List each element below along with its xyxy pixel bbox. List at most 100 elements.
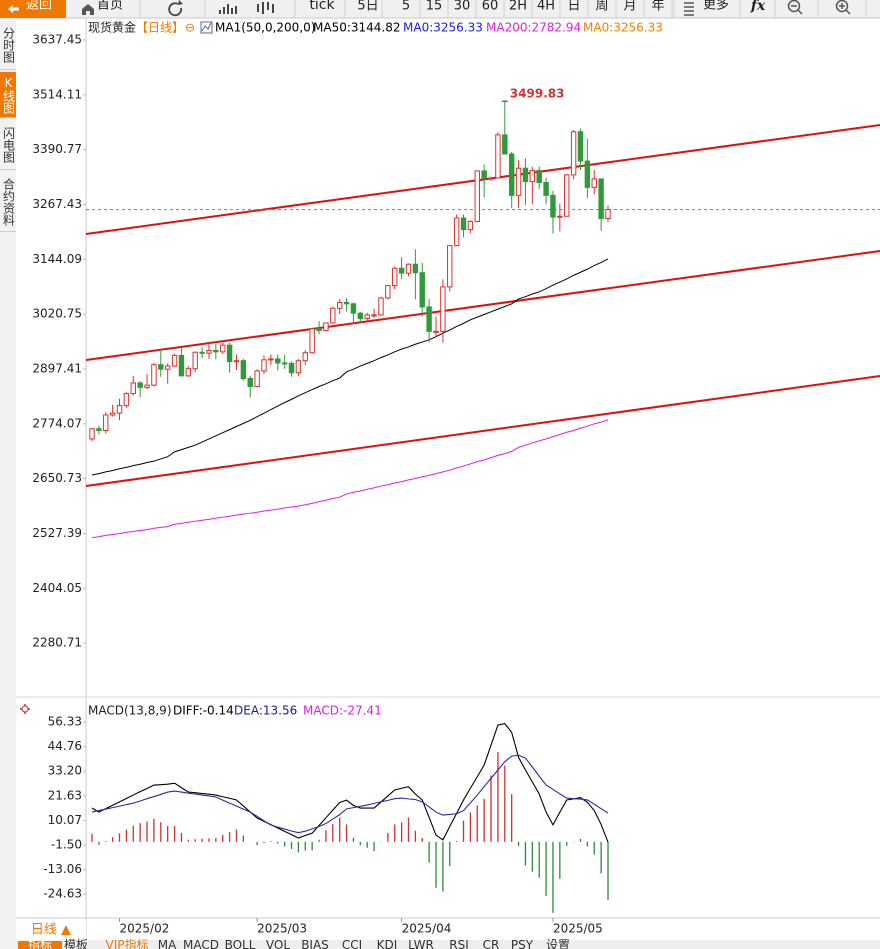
- bottom-tab[interactable]: CCI: [342, 938, 362, 949]
- candle-body: [350, 303, 357, 314]
- fx-button[interactable]: fx: [750, 0, 766, 14]
- candle-body: [357, 312, 364, 319]
- legend-entry: DEA:13.56: [234, 704, 297, 718]
- bottom-tab[interactable]: CR: [483, 938, 500, 949]
- candle-body: [233, 360, 240, 363]
- x-tick-label: 2025/05: [553, 922, 603, 936]
- legend-entry: MA0:3256.33: [403, 21, 483, 35]
- bottom-tab[interactable]: MA: [158, 938, 177, 949]
- period-button[interactable]: 15: [426, 0, 443, 14]
- candle-body: [508, 153, 515, 196]
- tick-button[interactable]: tick: [309, 0, 335, 13]
- candle-body: [522, 167, 529, 183]
- high-annotation: 3499.83: [510, 87, 565, 101]
- plot: 3637.45 3514.11 3390.77 3267.43 3144.09 3020.…: [32, 33, 880, 936]
- bottom-tab[interactable]: RSI: [449, 938, 469, 949]
- more-icon[interactable]: [684, 2, 694, 16]
- candle-body: [467, 221, 474, 231]
- home-label[interactable]: 首页: [97, 0, 123, 13]
- period-button[interactable]: 4H: [537, 0, 555, 14]
- candle-body: [336, 301, 343, 309]
- zoom-out-glyph: [791, 5, 803, 15]
- y-tick-label: 44.76: [48, 739, 82, 753]
- sidebar-tab[interactable]: 分时图: [0, 20, 16, 70]
- candle-body: [185, 368, 192, 377]
- home-icon[interactable]: [82, 4, 94, 15]
- sidebar-bg: [0, 18, 16, 949]
- kline-icon[interactable]: [257, 2, 274, 14]
- y-tick-label: 21.63: [48, 788, 82, 802]
- candle-body: [557, 215, 563, 218]
- back-label[interactable]: 返回: [26, 0, 52, 13]
- y-tick-label: 2527.39: [32, 526, 82, 540]
- trend-line: [85, 250, 880, 361]
- bottom-tab[interactable]: BOLL: [225, 938, 256, 949]
- candle-body: [515, 167, 522, 196]
- collapse-toggle[interactable]: ⊖: [185, 21, 195, 35]
- candle-body: [275, 358, 281, 364]
- candle-body: [419, 272, 425, 308]
- period-button[interactable]: 日: [567, 0, 580, 14]
- more-button[interactable]: 更多: [703, 0, 729, 13]
- candle-body: [254, 370, 260, 387]
- candle-body: [247, 377, 253, 387]
- bottom-tab[interactable]: PSY: [511, 938, 534, 949]
- legend-entry: DIFF:-0.14: [173, 704, 234, 718]
- macd-line: [91, 723, 609, 843]
- candle-body: [440, 286, 446, 332]
- period-button[interactable]: 周: [595, 0, 608, 14]
- candle-body: [378, 297, 384, 316]
- period-button[interactable]: 日线 ▲: [31, 923, 71, 938]
- candle-body: [323, 322, 329, 331]
- period-button[interactable]: 5日: [357, 0, 378, 14]
- bottom-tab[interactable]: MACD: [183, 938, 219, 949]
- back-button[interactable]: [0, 0, 66, 18]
- candle-body: [598, 178, 604, 219]
- candle-body: [605, 209, 611, 219]
- candle-body: [371, 314, 377, 317]
- ma-line: [91, 419, 609, 539]
- period-button[interactable]: 60: [482, 0, 499, 14]
- zoom-out[interactable]: [787, 0, 801, 13]
- candle-body: [178, 354, 185, 377]
- ma-line: [91, 258, 609, 476]
- refresh-icon[interactable]: [168, 2, 182, 17]
- bottom-tab[interactable]: VIP指标: [106, 937, 149, 949]
- macd-title: MACD(13,8,9): [88, 704, 172, 718]
- period-button[interactable]: 2H: [509, 0, 527, 14]
- candle-body: [192, 351, 198, 370]
- candle-body: [96, 428, 102, 432]
- candle-body: [116, 405, 123, 414]
- bottom-tab[interactable]: KDJ: [377, 938, 398, 949]
- candle-body: [392, 267, 398, 287]
- candle-body: [137, 382, 143, 388]
- bottom-tab[interactable]: 模板: [64, 938, 88, 949]
- candle-body: [543, 181, 549, 196]
- candle-body: [220, 344, 226, 353]
- bottom-tab[interactable]: 指标: [28, 937, 52, 949]
- bottom-tab[interactable]: VOL: [266, 938, 290, 949]
- candle-body: [577, 131, 584, 162]
- period-button[interactable]: 5: [402, 0, 410, 14]
- sidebar-tab[interactable]: K线图: [0, 72, 16, 118]
- trend-line: [85, 375, 880, 487]
- candle-body: [89, 428, 95, 440]
- period-button[interactable]: 月: [623, 0, 636, 14]
- candle-body: [550, 194, 556, 218]
- sidebar-tab[interactable]: 合约资料: [0, 172, 16, 232]
- x-tick-label: 2025/02: [120, 922, 170, 936]
- macd-line: [91, 754, 609, 834]
- bottom-tab[interactable]: BIAS: [301, 938, 329, 949]
- zoom-in[interactable]: [835, 0, 849, 13]
- bottom-tab[interactable]: 设置: [546, 938, 570, 949]
- chart-icon[interactable]: [219, 4, 237, 14]
- candle-body: [316, 328, 322, 331]
- period-button[interactable]: 年: [651, 0, 664, 14]
- instrument-title: 现货黄金: [88, 20, 136, 35]
- bottom-tabs-bg: [16, 940, 880, 949]
- period-button[interactable]: 30: [454, 0, 471, 14]
- sidebar-tab[interactable]: 闪电图: [0, 120, 16, 170]
- bottom-tab[interactable]: LWR: [408, 938, 434, 949]
- period-buttons: 5日 5 15 30 60 2H 4H 日 周 月 年: [357, 0, 673, 18]
